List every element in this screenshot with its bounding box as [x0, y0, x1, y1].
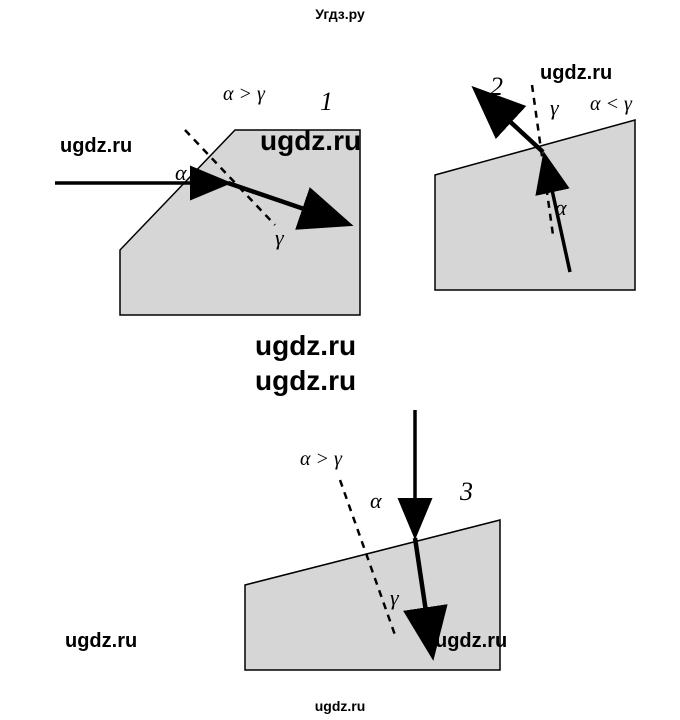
condition-label-1: α > γ: [223, 83, 266, 105]
gamma-label-3: γ: [390, 585, 400, 610]
condition-label-2: α < γ: [590, 93, 633, 115]
prism-shape-1: [120, 130, 360, 315]
watermark: ugdz.ru: [540, 62, 612, 85]
alpha-label-3: α: [370, 488, 382, 513]
number-label-3: 3: [459, 477, 473, 506]
gamma-label-1: γ: [275, 225, 285, 250]
number-label-2: 2: [490, 72, 503, 101]
gamma-label-2: γ: [550, 95, 560, 120]
diagram-2: α γ 2 α < γ: [435, 72, 635, 290]
watermark: ugdz.ru: [65, 630, 137, 653]
site-footer: ugdz.ru: [0, 698, 680, 714]
diagram-1: α γ 1 α > γ: [55, 83, 360, 315]
watermark: ugdz.ru: [435, 630, 507, 653]
mid-watermark: ugdz.ru: [255, 330, 356, 362]
mid-watermark: ugdz.ru: [255, 365, 356, 397]
alpha-label-2: α: [555, 195, 567, 220]
site-header: Угдз.ру: [0, 6, 680, 22]
number-label-1: 1: [320, 87, 333, 116]
watermark: ugdz.ru: [60, 135, 132, 158]
alpha-label-1: α: [175, 160, 187, 185]
mid-watermark: ugdz.ru: [260, 125, 361, 157]
condition-label-3: α > γ: [300, 448, 343, 470]
